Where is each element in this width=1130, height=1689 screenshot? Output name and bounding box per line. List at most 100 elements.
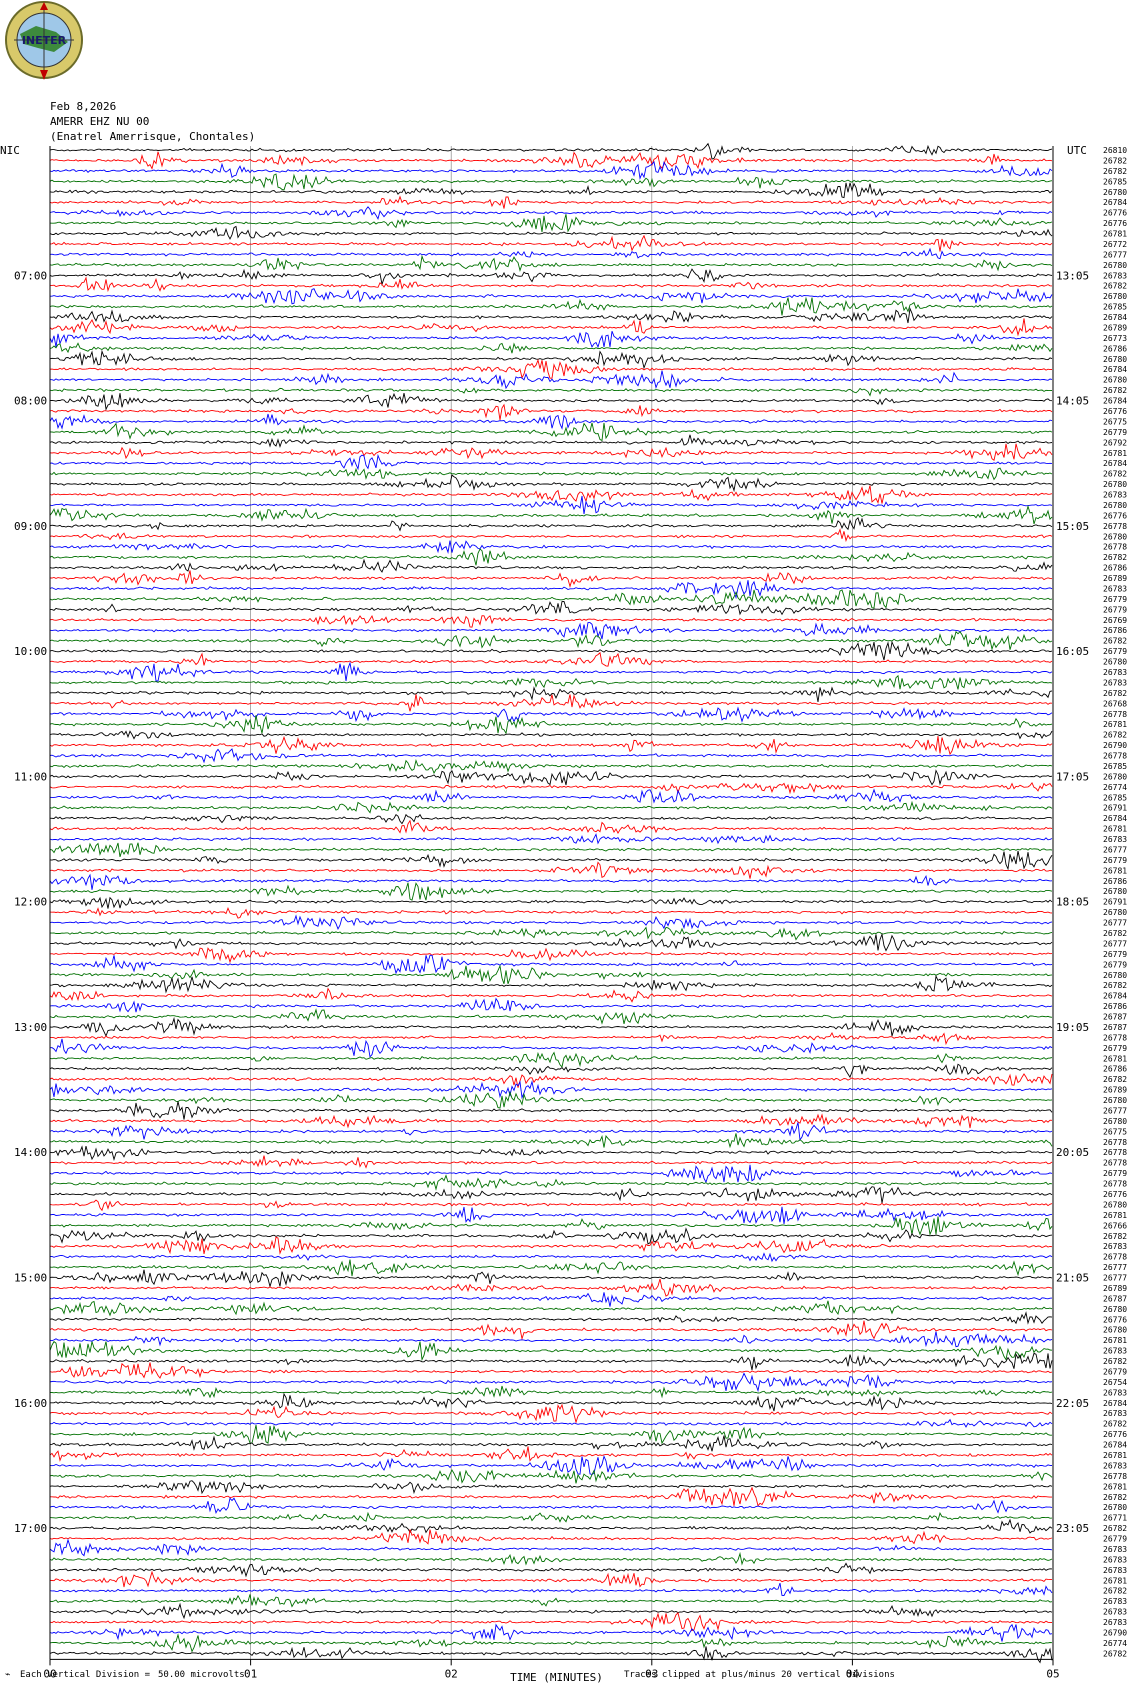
trace-116 [49,1352,1053,1371]
trace-38 [49,540,1053,554]
trace-57 [49,735,1053,756]
trace-value-label-100: 26776 [1103,1190,1127,1199]
trace-105 [50,1236,1053,1255]
trace-value-label-54: 26778 [1103,710,1127,719]
trace-46 [49,622,1052,640]
trace-136 [49,1562,1053,1578]
trace-106 [49,1252,1053,1263]
trace-78 [49,954,1053,975]
trace-19 [49,342,1053,354]
trace-70 [49,873,1053,890]
trace-36 [49,516,1053,532]
trace-value-label-107: 26777 [1103,1263,1127,1272]
trace-value-label-35: 26776 [1103,511,1127,520]
trace-value-label-115: 26783 [1103,1347,1127,1356]
trace-49 [49,651,1053,667]
trace-value-label-26: 26775 [1103,417,1127,426]
trace-140 [50,1602,1053,1620]
left-hour-label-2: 09:00 [14,520,47,533]
trace-65 [49,819,1053,835]
trace-43 [49,589,1053,609]
trace-value-label-34: 26780 [1103,501,1127,510]
trace-value-label-12: 26783 [1103,271,1127,280]
trace-84 [49,1016,1053,1038]
trace-123 [49,1424,1052,1445]
trace-value-label-49: 26780 [1103,658,1127,667]
trace-20 [49,349,1053,370]
right-hour-label-4: 17:05 [1056,770,1089,783]
trace-11 [49,254,1053,272]
trace-value-label-69: 26781 [1103,866,1127,875]
right-hour-label-8: 21:05 [1056,1272,1089,1285]
trace-value-label-53: 26768 [1103,699,1127,708]
trace-0 [49,142,1053,160]
trace-value-label-58: 26778 [1103,752,1127,761]
trace-value-label-1: 26782 [1103,156,1127,165]
header-date: Feb 8,2026 [50,100,117,113]
right-hour-label-1: 14:05 [1056,395,1089,408]
trace-22 [50,370,1053,390]
trace-value-label-10: 26777 [1103,250,1127,259]
trace-value-label-83: 26787 [1103,1013,1127,1022]
trace-value-label-77: 26779 [1103,950,1127,959]
trace-value-label-84: 26787 [1103,1023,1127,1032]
trace-74 [49,914,1053,930]
trace-value-label-36: 26778 [1103,522,1127,531]
right-hour-label-5: 18:05 [1056,896,1089,909]
trace-value-label-50: 26783 [1103,668,1127,677]
trace-value-label-91: 26780 [1103,1096,1127,1105]
scale-icon: ⌁ [5,1670,11,1680]
trace-55 [49,714,1053,735]
trace-value-label-138: 26782 [1103,1587,1127,1596]
trace-value-label-94: 26775 [1103,1127,1127,1136]
right-hour-label-10: 23:05 [1056,1522,1089,1535]
trace-value-label-60: 26780 [1103,772,1127,781]
trace-value-label-136: 26783 [1103,1566,1127,1575]
trace-1 [49,151,1053,170]
trace-value-label-40: 26786 [1103,564,1127,573]
trace-44 [49,601,1053,616]
trace-100 [49,1186,1053,1204]
trace-67 [49,842,1053,858]
footer-scale-value: 50.00 microvolts [158,1670,245,1680]
trace-value-label-96: 26778 [1103,1148,1127,1157]
trace-122 [50,1418,1053,1428]
trace-value-label-38: 26778 [1103,543,1127,552]
trace-79 [49,964,1053,984]
trace-value-label-0: 26810 [1103,146,1127,155]
trace-14 [50,288,1053,305]
trace-128 [49,1480,1053,1495]
trace-value-label-64: 26784 [1103,814,1127,823]
trace-value-label-70: 26786 [1103,877,1127,886]
trace-value-label-62: 26785 [1103,793,1127,802]
trace-39 [49,548,1053,566]
trace-63 [49,800,1053,814]
trace-value-label-143: 26774 [1103,1639,1127,1648]
trace-83 [49,1008,1053,1025]
trace-82 [49,997,1053,1013]
trace-7 [49,214,1053,233]
trace-133 [49,1529,1053,1545]
trace-47 [49,630,1053,651]
trace-value-label-59: 26785 [1103,762,1127,771]
trace-value-label-5: 26784 [1103,198,1127,207]
ineter-logo: INETER [5,1,83,80]
trace-35 [49,504,1053,525]
trace-value-label-71: 26780 [1103,887,1127,896]
trace-81 [49,987,1053,1003]
trace-10 [49,247,1053,260]
trace-101 [49,1199,1053,1212]
trace-103 [49,1216,1053,1236]
trace-33 [49,485,1053,504]
trace-value-label-110: 26787 [1103,1294,1127,1303]
trace-126 [49,1455,1053,1475]
trace-value-label-144: 26782 [1103,1649,1127,1658]
trace-29 [49,443,1053,461]
trace-130 [49,1497,1053,1515]
trace-value-label-51: 26783 [1103,678,1127,687]
trace-value-label-129: 26782 [1103,1493,1127,1502]
trace-value-label-7: 26776 [1103,219,1127,228]
trace-value-label-99: 26778 [1103,1180,1127,1189]
trace-value-label-97: 26778 [1103,1159,1127,1168]
